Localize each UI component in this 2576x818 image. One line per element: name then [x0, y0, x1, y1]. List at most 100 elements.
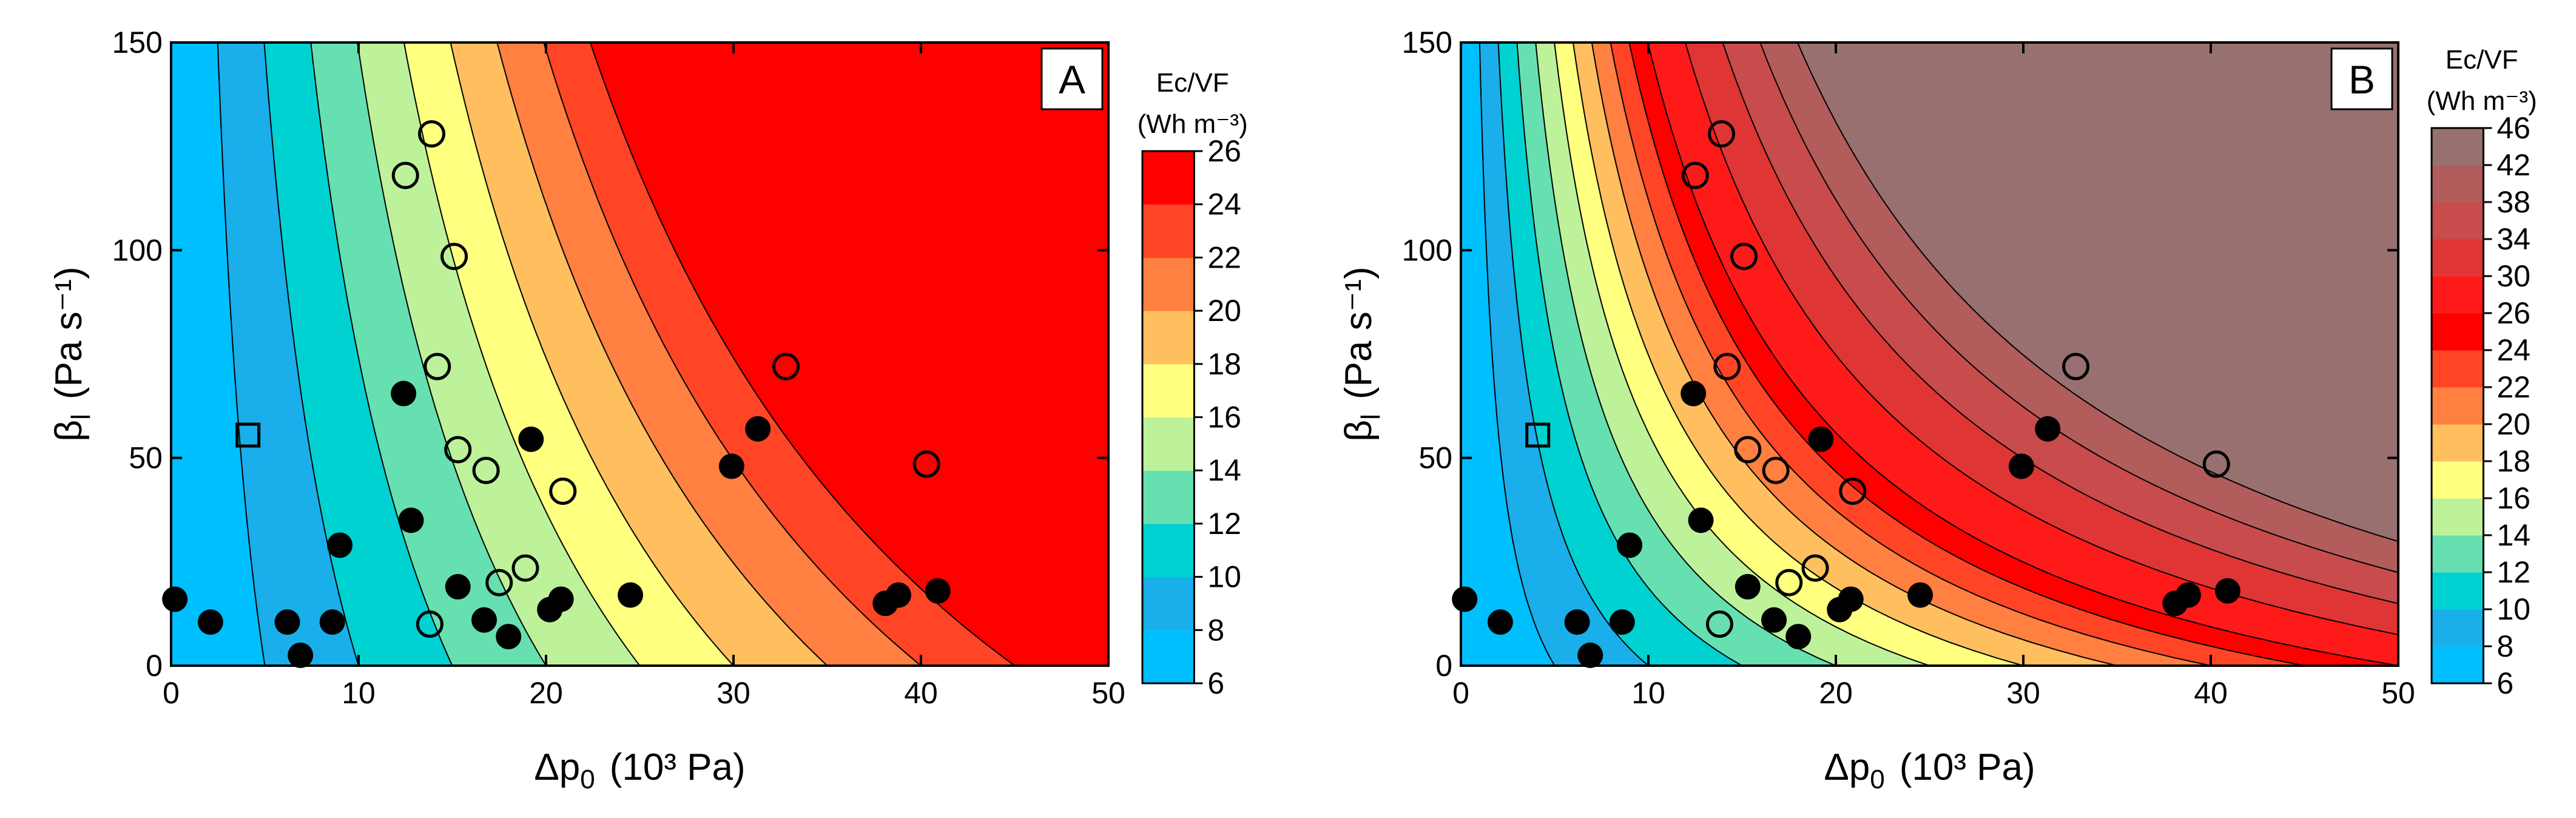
colorbar-tick-label: 46 — [2497, 111, 2530, 145]
open-circle-data-point — [444, 436, 472, 464]
filled-data-point — [1577, 642, 1603, 668]
colorbar-segment — [1142, 523, 1195, 578]
filled-data-point — [327, 532, 353, 558]
colorbar-segment — [2432, 276, 2484, 314]
contour-line-12 — [1516, 42, 1743, 666]
open-circle-data-point — [1801, 554, 1829, 582]
colorbar-segment — [2432, 498, 2484, 536]
open-circle-data-point — [416, 610, 443, 638]
open-circle-data-point — [1713, 353, 1741, 380]
colorbar-tick-label: 16 — [1207, 401, 1241, 434]
filled-data-point — [1617, 532, 1643, 558]
contour-line-12 — [310, 42, 453, 666]
colorbar-title-line1: Ec/VF — [1156, 68, 1229, 98]
contour-line-10 — [1497, 42, 1649, 666]
filled-data-point — [319, 609, 345, 635]
open-circle-data-point — [1708, 120, 1736, 148]
contour-line-20 — [496, 42, 828, 666]
x-tick-label: 50 — [1091, 676, 1125, 710]
filled-data-point — [471, 607, 497, 633]
y-tick-label: 0 — [1435, 649, 1452, 683]
colorbar-segment — [1142, 417, 1195, 471]
x-tick-label: 30 — [2006, 676, 2040, 710]
x-tick-label: 20 — [529, 676, 563, 710]
contour-line-22 — [543, 42, 922, 666]
open-circle-data-point — [511, 554, 539, 582]
colorbar-tick-label: 8 — [2497, 629, 2514, 663]
colorbar-tick-label: 30 — [2497, 259, 2530, 293]
filled-data-point — [1452, 586, 1478, 612]
x-tick-label: 10 — [342, 676, 376, 710]
colorbar-segment — [2432, 535, 2484, 573]
colorbar-segment — [2432, 424, 2484, 462]
x-tick-label: 40 — [2194, 676, 2228, 710]
contour-field — [1461, 42, 2398, 666]
open-circle-data-point — [391, 161, 419, 189]
colorbar-segment — [1142, 576, 1195, 630]
open-circle-data-point — [1775, 569, 1803, 597]
colorbar-segment — [1142, 204, 1195, 258]
open-circle-data-point — [1705, 610, 1733, 638]
colorbar-segment — [2432, 202, 2484, 240]
filled-data-point — [1785, 624, 1812, 650]
filled-data-point — [1609, 609, 1635, 635]
colorbar-tick-label: 26 — [1207, 134, 1241, 168]
x-axis-title: Δp0 (10³ Pa) — [534, 746, 745, 794]
filled-data-point — [518, 426, 544, 452]
y-tick-label: 50 — [1418, 441, 1452, 475]
contour-line-14 — [357, 42, 547, 666]
colorbar-segment — [2432, 350, 2484, 388]
colorbar-segment — [2432, 128, 2484, 166]
open-circle-data-point — [1681, 161, 1709, 189]
filled-data-point — [2214, 578, 2241, 604]
filled-data-point — [925, 578, 951, 604]
open-circle-data-point — [912, 450, 940, 478]
colorbar-tick-label: 18 — [2497, 444, 2530, 478]
contour-line-18 — [450, 42, 734, 666]
x-axis-title: Δp0 (10³ Pa) — [1824, 746, 2035, 794]
colorbar-segment — [2432, 239, 2484, 277]
filled-data-point — [162, 586, 188, 612]
colorbar-segment — [2432, 609, 2484, 647]
plot-frame — [1460, 41, 2399, 667]
filled-data-point — [1808, 426, 1834, 452]
contour-line-8 — [1479, 42, 1556, 666]
colorbar-tick-label: 42 — [2497, 148, 2530, 182]
open-circle-data-point — [549, 477, 577, 505]
open-circle-data-point — [2062, 353, 2090, 380]
colorbar-segment — [1142, 257, 1195, 311]
y-tick-label: 0 — [146, 649, 163, 683]
x-tick-label: 0 — [163, 676, 180, 710]
open-circle-data-point — [2202, 450, 2230, 478]
colorbar-tick-label: 20 — [2497, 407, 2530, 441]
colorbar-tick-label: 24 — [1207, 188, 1241, 221]
open-circle-data-point — [485, 569, 513, 597]
colorbar-tick-label: 6 — [2497, 666, 2514, 700]
colorbar-segment — [1142, 630, 1195, 684]
filled-data-point — [1688, 507, 1714, 533]
filled-data-point — [2008, 453, 2034, 479]
contour-line-8 — [217, 42, 266, 666]
filled-data-point — [885, 582, 911, 608]
colorbar-tick-label: 34 — [2497, 222, 2530, 256]
filled-data-point — [745, 416, 771, 442]
colorbar-segment — [1142, 311, 1195, 365]
filled-data-point — [1487, 609, 1513, 635]
colorbar-tick-label: 22 — [1207, 240, 1241, 274]
panel-letter-box — [2330, 47, 2393, 110]
colorbar-title-line2: (Wh m⁻³) — [2427, 86, 2537, 116]
contour-line-38 — [1759, 42, 2398, 573]
open-square-data-point — [235, 422, 261, 448]
colorbar-tick-label: 18 — [1207, 347, 1241, 381]
filled-data-point — [718, 453, 744, 479]
contour-line-42 — [1796, 42, 2398, 543]
y-tick-label: 50 — [129, 441, 163, 475]
contour-line-14 — [1535, 42, 1836, 666]
colorbar-segment — [1142, 151, 1195, 205]
colorbar-title-line1: Ec/VF — [2446, 45, 2518, 75]
filled-data-point — [496, 624, 522, 650]
panel-b: 0 10 20 30 40 50 0 50 100 150 Δp0 (10³ Pa) βl(Pa s⁻¹… — [1338, 25, 2537, 794]
colorbar-tick-label: 12 — [1207, 507, 1241, 541]
open-circle-data-point — [1762, 456, 1790, 484]
